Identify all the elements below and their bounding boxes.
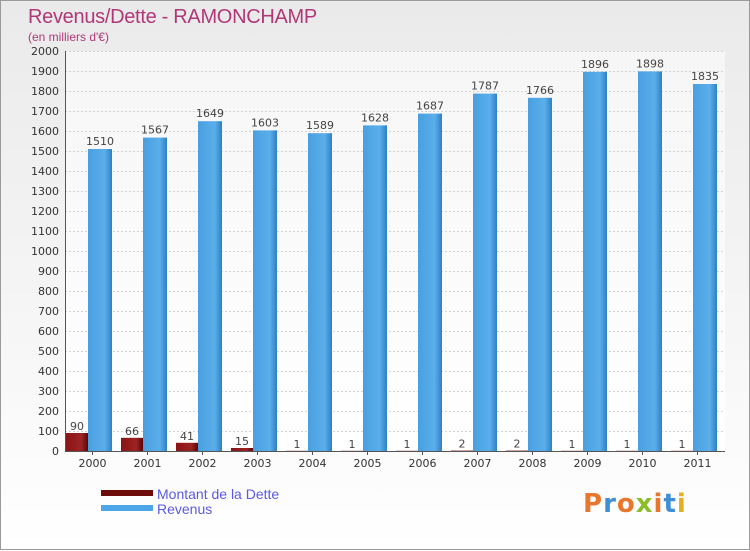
x-tick-label: 2010 (629, 457, 657, 470)
debt-data-label: 1 (404, 438, 411, 451)
legend-item-debt: Montant de la Dette (101, 487, 279, 502)
y-tick-label: 700 (38, 305, 59, 318)
x-tick-label: 2000 (79, 457, 107, 470)
y-tick-label: 100 (38, 425, 59, 438)
debt-data-label: 66 (125, 425, 139, 438)
y-tick-label: 1500 (31, 145, 59, 158)
debt-data-label: 15 (235, 435, 249, 448)
axes-group: 0100200300400500600700800900100011001200… (31, 45, 725, 470)
debt-bar (66, 433, 88, 451)
debt-data-label: 1 (679, 438, 686, 451)
y-tick-label: 1100 (31, 225, 59, 238)
revenue-data-label: 1898 (636, 57, 664, 70)
chart-subtitle: (en milliers d'€) (28, 30, 109, 44)
debt-bar (121, 437, 143, 451)
legend-swatch-debt (101, 490, 153, 497)
x-tick-label: 2002 (189, 457, 217, 470)
logo-letter: o (616, 489, 636, 519)
revenue-data-label: 1567 (141, 124, 169, 137)
legend-label-debt: Montant de la Dette (157, 486, 280, 502)
x-tick-label: 2011 (684, 457, 712, 470)
revenue-bar (308, 133, 332, 451)
debt-data-label: 1 (349, 438, 356, 451)
bars-group: 90 1510 66 1567 41 1649 15 1603 1 1589 1 1628 1 1687 2… (66, 57, 719, 452)
revenue-bar (198, 121, 222, 451)
legend-item-revenue: Revenus (101, 502, 279, 517)
debt-bar (176, 442, 198, 451)
y-tick-label: 2000 (31, 45, 59, 58)
debt-data-label: 2 (459, 438, 466, 451)
y-tick-label: 1300 (31, 185, 59, 198)
legend: Montant de la Dette Revenus (101, 487, 279, 517)
chart-title: Revenus/Dette - RAMONCHAMP (28, 6, 317, 28)
y-tick-label: 1200 (31, 205, 59, 218)
logo-letter: x (635, 489, 654, 519)
y-tick-label: 500 (38, 345, 59, 358)
y-tick-label: 800 (38, 285, 59, 298)
debt-data-label: 1 (569, 438, 576, 451)
debt-data-label: 2 (514, 438, 521, 451)
debt-data-label: 41 (180, 430, 194, 443)
logo-letter: r (603, 489, 617, 519)
x-tick-label: 2004 (299, 457, 327, 470)
revenue-bar (693, 84, 717, 451)
revenue-bar (638, 71, 662, 452)
logo-letter: i (676, 489, 687, 519)
revenue-bar (88, 149, 112, 451)
y-tick-label: 400 (38, 365, 59, 378)
y-tick-label: 300 (38, 385, 59, 398)
x-tick-label: 2005 (354, 457, 382, 470)
y-tick-label: 0 (52, 445, 59, 458)
revenue-bar (528, 97, 552, 452)
y-tick-label: 1800 (31, 85, 59, 98)
revenue-data-label: 1589 (306, 119, 334, 132)
debt-bar (231, 448, 253, 451)
y-tick-label: 600 (38, 325, 59, 338)
debt-data-label: 90 (70, 420, 84, 433)
y-tick-label: 1000 (31, 245, 59, 258)
revenue-data-label: 1510 (86, 135, 114, 148)
grid-lines (65, 51, 725, 452)
revenue-bar (363, 125, 387, 452)
revenue-data-label: 1603 (251, 116, 279, 129)
revenue-data-label: 1766 (526, 84, 554, 97)
revenue-bar (418, 113, 442, 451)
x-tick-label: 2008 (519, 457, 547, 470)
legend-label-revenue: Revenus (157, 501, 213, 517)
revenue-data-label: 1896 (581, 58, 609, 71)
legend-swatch-revenue (101, 505, 153, 512)
revenue-bar (253, 130, 277, 451)
revenue-bar (473, 93, 497, 451)
proxiti-logo: Proxiti (583, 489, 687, 519)
revenue-data-label: 1649 (196, 107, 224, 120)
logo-letter: i (653, 489, 664, 519)
y-tick-label: 1900 (31, 65, 59, 78)
y-tick-label: 1700 (31, 105, 59, 118)
revenue-data-label: 1628 (361, 111, 389, 124)
x-tick-label: 2001 (134, 457, 162, 470)
y-tick-label: 900 (38, 265, 59, 278)
x-tick-label: 2006 (409, 457, 437, 470)
revenue-bar (143, 137, 167, 451)
y-tick-label: 1600 (31, 125, 59, 138)
debt-data-label: 1 (294, 438, 301, 451)
x-tick-label: 2003 (244, 457, 272, 470)
logo-letter: P (583, 489, 604, 519)
revenue-data-label: 1787 (471, 80, 499, 93)
x-tick-label: 2007 (464, 457, 492, 470)
revenue-data-label: 1687 (416, 100, 444, 113)
debt-data-label: 1 (624, 438, 631, 451)
revenue-bar (583, 71, 607, 452)
y-tick-label: 200 (38, 405, 59, 418)
y-tick-label: 1400 (31, 165, 59, 178)
logo-letter: t (663, 489, 677, 519)
x-tick-label: 2009 (574, 457, 602, 470)
revenue-data-label: 1835 (691, 70, 719, 83)
